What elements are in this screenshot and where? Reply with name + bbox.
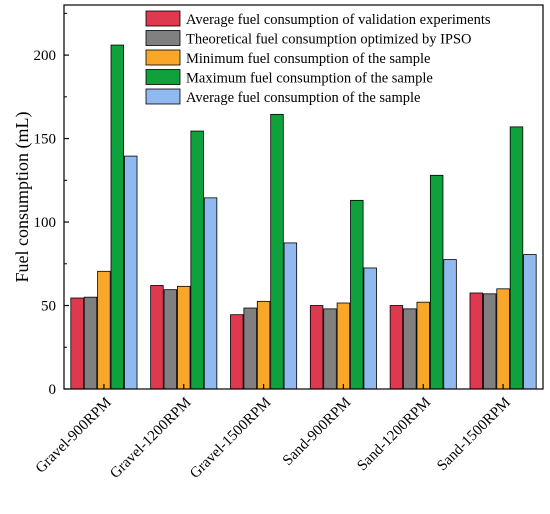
bar: [270, 113, 284, 390]
y-tick-label: 0: [49, 382, 57, 398]
y-tick-label: 50: [41, 299, 56, 315]
x-tick-label: Gravel-1500RPM: [187, 395, 274, 482]
bar: [110, 44, 125, 390]
bar: [336, 302, 351, 390]
bar: [203, 197, 218, 390]
y-tick-label: 150: [34, 132, 57, 148]
bar: [83, 296, 98, 390]
legend-label: Minimum fuel consumption of the sample: [186, 51, 430, 67]
y-tick-label: 200: [34, 48, 57, 64]
bar: [389, 305, 404, 390]
x-axis-ticks: Gravel-900RPMGravel-1200RPMGravel-1500RP…: [33, 384, 514, 482]
x-tick-label: Sand-900RPM: [280, 395, 354, 469]
bar: [150, 285, 164, 390]
x-tick-label: Sand-1200RPM: [354, 395, 434, 475]
legend-swatch: [145, 10, 181, 27]
bar: [350, 199, 364, 390]
bar: [124, 155, 138, 390]
plot-frame: [63, 4, 544, 390]
bar: [309, 305, 324, 390]
x-tick-label: Sand-1500RPM: [434, 395, 514, 475]
bar: [363, 267, 377, 390]
bar: [97, 270, 111, 390]
legend-swatch: [145, 30, 181, 46]
bar: [323, 308, 337, 390]
legend-swatch: [145, 49, 181, 66]
bar: [256, 300, 271, 390]
bar: [523, 254, 537, 390]
y-axis-ticks: 0 50 100 150 200: [34, 12, 69, 398]
legend: Average fuel consumption of validation e…: [145, 10, 491, 106]
legend-label: Maximum fuel consumption of the sample: [186, 71, 433, 87]
x-tick-label: Gravel-900RPM: [33, 395, 115, 477]
bar: [482, 293, 497, 390]
y-tick-label: 100: [34, 215, 57, 231]
bar: [443, 259, 457, 390]
bar: [509, 126, 524, 390]
bar: [163, 289, 178, 390]
bar: [496, 288, 510, 390]
bar: [177, 285, 191, 390]
bar: [70, 297, 84, 390]
bar: [230, 314, 244, 390]
bar: [416, 301, 430, 390]
bar: [243, 307, 257, 390]
legend-label: Average fuel consumption of the sample: [186, 90, 420, 106]
bar: [283, 242, 298, 390]
bar: [429, 174, 444, 390]
y-axis-title: Fuel consumption (mL): [12, 112, 33, 283]
x-tick-label: Gravel-1200RPM: [107, 395, 194, 482]
bar: [190, 130, 204, 390]
legend-label: Theoretical fuel consumption optimized b…: [186, 32, 472, 48]
legend-label: Average fuel consumption of validation e…: [186, 12, 491, 28]
legend-swatch: [145, 88, 181, 105]
bar: [469, 292, 483, 390]
legend-swatch: [145, 69, 181, 85]
bar: [403, 308, 417, 390]
